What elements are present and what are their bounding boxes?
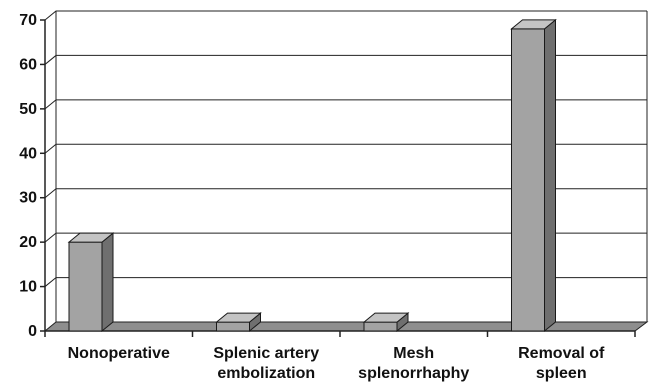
bar-front-face (511, 28, 545, 332)
y-tick-label: 40 (19, 145, 37, 162)
y-tick-label: 10 (19, 279, 37, 296)
y-tick-label: 60 (19, 56, 37, 73)
gridline (44, 277, 647, 287)
bar-side-face (101, 232, 114, 333)
gridline (44, 99, 647, 110)
y-tick-label: 30 (19, 190, 37, 207)
x-category-label: Splenic artery embolization (213, 345, 319, 382)
bar-side-face (544, 18, 556, 333)
y-tick-label: 20 (19, 234, 37, 251)
y-tick-label: 70 (19, 12, 37, 29)
bars (67, 18, 557, 333)
x-category-label: Mesh splenorrhaphy (358, 345, 469, 382)
gridlines (44, 10, 648, 322)
gridline (44, 143, 647, 154)
gridline (44, 188, 647, 199)
bar (510, 18, 557, 333)
floor (43, 321, 649, 332)
bar (67, 232, 115, 333)
gridline (44, 10, 647, 21)
bar-front-face (216, 321, 250, 332)
bar-front-face (363, 321, 398, 332)
x-category-label: Removal of spleen (518, 345, 605, 382)
y-axis-tick-labels: 0 10 20 30 40 50 60 70 (19, 12, 45, 340)
y-tick-label: 0 (28, 323, 37, 340)
chart-floor (43, 321, 649, 332)
x-axis-category-labels: Nonoperative Splenic artery embolization Me… (68, 345, 605, 382)
bar-top-face (362, 312, 410, 323)
y-tick-label: 50 (19, 101, 37, 118)
bar-top-face (510, 19, 557, 30)
bar-top-face (215, 312, 262, 323)
x-category-label: Nonoperative (68, 345, 170, 362)
gridline (44, 54, 647, 65)
bar (215, 312, 262, 333)
bar-top-face (67, 232, 115, 243)
bar-front-face (68, 241, 103, 332)
bar (362, 312, 410, 333)
gridline (44, 232, 647, 243)
